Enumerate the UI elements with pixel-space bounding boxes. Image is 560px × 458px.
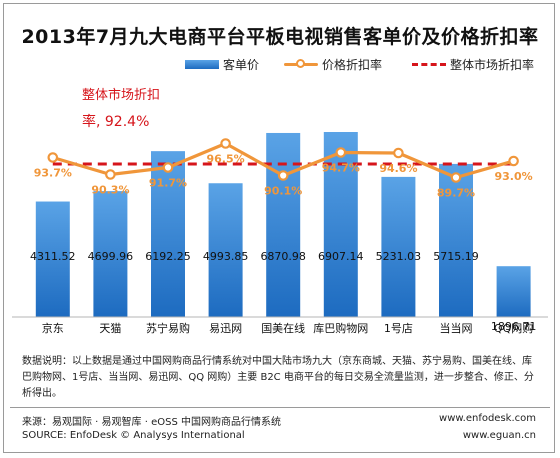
legend-dash-swatch [412, 63, 446, 66]
bar-3 [208, 183, 243, 317]
discount-label-5: 94.7% [322, 162, 360, 175]
category-label-0: 京东 [42, 321, 64, 335]
url-enfodesk: www.enfodesk.com [439, 413, 536, 424]
bar-0 [35, 201, 70, 317]
discount-label-8: 93.0% [495, 170, 533, 183]
discount-point-6 [393, 147, 404, 159]
bar-value-label-8: 1896.71 [491, 320, 537, 333]
category-label-8: QQ网购 [494, 321, 533, 335]
legend-bar-label: 客单价 [223, 58, 260, 72]
discount-point-5 [335, 147, 347, 158]
discount-point-1 [105, 169, 116, 180]
bar-value-label-7: 5715.19 [433, 250, 479, 263]
discount-point-0 [47, 152, 59, 163]
discount-label-4: 90.1% [264, 185, 302, 198]
bar-8 [496, 266, 531, 317]
bar-value-label-6: 5231.03 [376, 250, 422, 263]
overall-discount-annotation: 整体市场折扣 率, 92.4% [82, 83, 202, 135]
legend: 客单价 价格折扣率 整体市场折扣率 [0, 56, 560, 74]
discount-point-3 [220, 138, 231, 149]
category-label-2: 苏宁易购 [146, 321, 190, 335]
data-note: 数据说明：以上数据是通过中国网购商品行情系统对中国大陆市场九大（京东商城、天猫、… [22, 356, 534, 399]
category-label-4: 国美在线 [261, 321, 305, 335]
bar-6 [381, 176, 416, 317]
bar-value-label-4: 6870.98 [260, 250, 306, 263]
category-label-5: 库巴购物网 [313, 321, 368, 335]
bar-5 [323, 132, 358, 317]
legend-bar-swatch [185, 60, 219, 69]
discount-label-7: 89.7% [437, 187, 475, 200]
category-label-1: 天猫 [99, 322, 121, 335]
overall-annotation-line1: 整体市场折扣 [82, 88, 161, 103]
legend-dash-label: 整体市场折扣率 [450, 58, 535, 72]
discount-label-2: 91.7% [149, 177, 187, 190]
url-eguan: www.eguan.cn [462, 430, 536, 441]
discount-point-8 [508, 155, 519, 167]
chart-title: 2013年7月九大电商平台平板电视销售客单价及价格折扣率 [21, 26, 539, 48]
bar-1 [93, 191, 128, 317]
bar-7 [439, 163, 473, 317]
discount-label-3: 96.5% [207, 153, 245, 166]
legend-item-line: 价格折扣率 [284, 56, 382, 73]
discount-point-4 [277, 170, 289, 181]
bar-value-label-3: 4993.85 [203, 250, 249, 263]
legend-line-swatch [284, 59, 318, 68]
legend-item-bar: 客单价 [185, 56, 259, 73]
discount-point-7 [450, 172, 462, 183]
overall-annotation-line2: 率, 92.4% [82, 114, 150, 130]
discount-label-6: 94.6% [379, 162, 417, 175]
category-label-3: 易迅网 [209, 322, 242, 335]
bar-2 [151, 151, 185, 317]
bar-value-label-1: 4699.96 [88, 250, 134, 263]
discount-label-0: 93.7% [34, 167, 72, 180]
source-en: SOURCE: EnfoDesk © Analysys Internationa… [22, 430, 245, 441]
category-label-6: 1号店 [384, 321, 413, 335]
footer-divider [10, 407, 550, 408]
bar-value-label-2: 6192.25 [145, 250, 191, 263]
bar-value-label-0: 4311.52 [30, 250, 76, 263]
category-label-7: 当当网 [440, 321, 473, 335]
legend-line-label: 价格折扣率 [322, 58, 383, 72]
bar-value-label-5: 6907.14 [318, 250, 364, 263]
legend-item-dash: 整体市场折扣率 [412, 56, 534, 73]
bar-4 [266, 132, 301, 317]
discount-point-2 [162, 162, 174, 173]
source-cn: 来源：易观国际 · 易观智库 · eOSS 中国网购商品行情系统 [22, 417, 281, 428]
discount-label-1: 90.3% [91, 184, 129, 197]
